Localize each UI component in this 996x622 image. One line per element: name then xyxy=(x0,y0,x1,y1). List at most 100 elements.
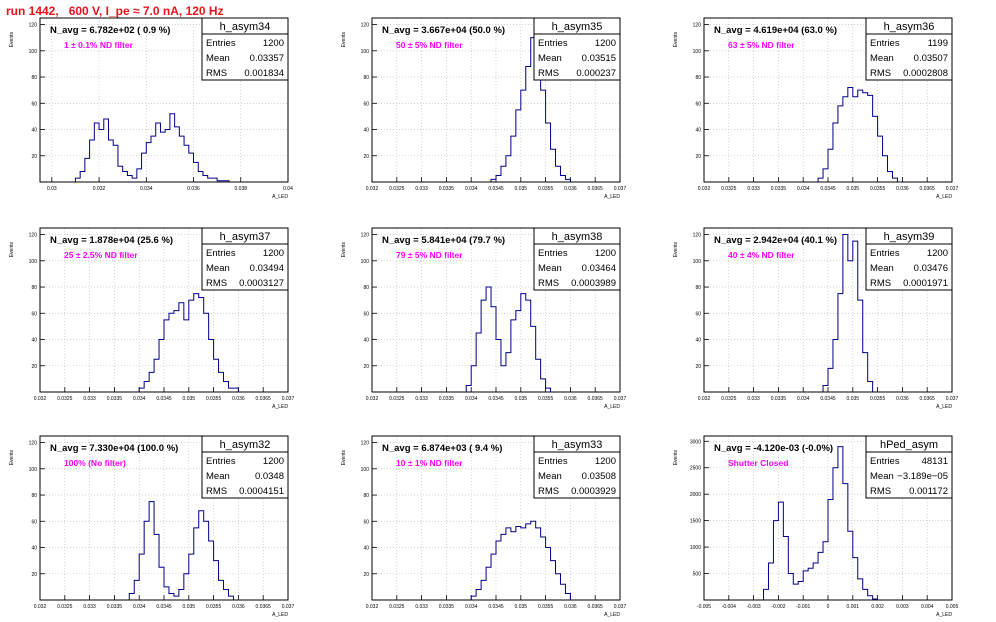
histogram-bin xyxy=(868,95,873,182)
histogram-bin xyxy=(137,169,142,182)
stats-label: Mean xyxy=(870,53,894,64)
x-tick-label: 0.034 xyxy=(797,186,810,192)
histogram-bin xyxy=(481,580,486,600)
y-tick-label: 100 xyxy=(693,259,702,265)
histogram-bin xyxy=(160,132,165,182)
plot-frame xyxy=(39,17,289,183)
y-tick-label: 20 xyxy=(363,364,369,370)
histogram-bin xyxy=(189,300,194,392)
x-tick-label: 0.033 xyxy=(83,396,96,402)
stats-value: 1200 xyxy=(595,456,616,467)
histogram-title: N_avg = -4.120e-03 (-0.0%) xyxy=(714,443,833,454)
histogram-bin xyxy=(169,593,174,600)
histogram-bin xyxy=(521,90,526,182)
histogram-bin xyxy=(199,511,204,600)
x-tick-label: 0.032 xyxy=(366,186,379,192)
histogram-bin xyxy=(793,584,798,600)
histogram-bin xyxy=(511,320,516,392)
histogram-bin xyxy=(476,590,481,600)
y-tick-label: 20 xyxy=(695,154,701,160)
x-tick-label: 0.032 xyxy=(93,186,106,192)
histogram-bin xyxy=(526,67,531,182)
histogram-bin xyxy=(848,88,853,182)
histogram-bin xyxy=(546,388,551,392)
y-tick-label: 20 xyxy=(363,154,369,160)
x-tick-label: 0.037 xyxy=(282,604,295,610)
histogram-bin xyxy=(134,580,139,600)
stats-label: RMS xyxy=(206,486,227,497)
x-tick-label: 0.037 xyxy=(946,396,959,402)
histogram-bin xyxy=(858,90,863,182)
plot-frame xyxy=(703,435,953,601)
histogram-bin xyxy=(151,136,156,182)
histogram-name: h_asym39 xyxy=(884,231,935,243)
y-tick-label: 80 xyxy=(363,75,369,81)
histogram-bin xyxy=(80,172,85,182)
x-tick-label: 0.0355 xyxy=(538,186,554,192)
stats-value: 1200 xyxy=(927,248,948,259)
histogram-bin xyxy=(521,294,526,392)
y-tick-label: 40 xyxy=(31,128,37,134)
stats-value: −3.189e−05 xyxy=(897,471,948,482)
x-tick-label: 0.0335 xyxy=(107,604,123,610)
histogram-panel-h_asym37: 20 40 60 80 100 120 0.032 0.0325 0.033 0.0335 0.03… xyxy=(9,227,294,410)
x-tick-label: 0.034 xyxy=(133,604,146,610)
histogram-bin xyxy=(833,468,838,600)
histogram-title: N_avg = 3.667e+04 (50.0 %) xyxy=(382,25,505,36)
x-tick-label: 0.0325 xyxy=(389,186,405,192)
y-tick-label: 120 xyxy=(29,441,38,447)
x-axis-label: A_LED xyxy=(604,194,620,200)
y-tick-label: 80 xyxy=(695,285,701,291)
stats-value: 1200 xyxy=(263,248,284,259)
y-tick-label: 60 xyxy=(695,311,701,317)
stats-value: 1200 xyxy=(263,456,284,467)
x-tick-label: 0.0335 xyxy=(439,396,455,402)
x-tick-label: 0.002 xyxy=(871,604,884,610)
histogram-bin xyxy=(184,145,189,182)
histogram-bin xyxy=(118,166,123,182)
stats-label: RMS xyxy=(206,68,227,79)
y-tick-label: 80 xyxy=(31,75,37,81)
x-tick-label: -0.003 xyxy=(747,604,761,610)
x-tick-label: 0.033 xyxy=(747,396,760,402)
x-tick-label: 0.001 xyxy=(847,604,860,610)
x-tick-label: 0.036 xyxy=(232,604,245,610)
histogram-bin xyxy=(113,145,118,182)
x-tick-label: 0.0325 xyxy=(57,396,73,402)
histogram-bin xyxy=(560,584,565,600)
y-tick-label: 60 xyxy=(695,101,701,107)
plot-frame xyxy=(39,227,289,393)
histogram-bin xyxy=(823,542,828,600)
x-tick-label: 0.032 xyxy=(698,186,711,192)
x-tick-label: 0.0335 xyxy=(439,186,455,192)
stats-label: RMS xyxy=(538,486,559,497)
histogram-bin xyxy=(565,593,570,600)
histogram-bin xyxy=(175,127,180,182)
histogram-bin xyxy=(174,311,179,392)
histogram-bin xyxy=(838,447,843,600)
histogram-bin xyxy=(838,294,843,392)
x-tick-label: 0.036 xyxy=(187,186,200,192)
filter-annotation: 50 ± 5% ND filter xyxy=(396,40,463,50)
histogram-bin xyxy=(536,359,541,392)
stats-label: Mean xyxy=(206,471,230,482)
histogram-bin xyxy=(204,313,209,392)
histogram-panel-hPed_asym: 500 1000 1500 2000 2500 3000 -0.005 -0.004 -0.00… xyxy=(673,435,958,618)
x-tick-label: 0.032 xyxy=(34,396,47,402)
histogram-bin xyxy=(526,524,531,600)
stats-value: 0.0003127 xyxy=(239,278,284,289)
histogram-bin xyxy=(219,580,224,600)
histogram-bin xyxy=(516,110,521,182)
y-tick-label: 40 xyxy=(31,546,37,552)
y-tick-label: 120 xyxy=(693,23,702,29)
x-tick-label: 0.0355 xyxy=(870,396,886,402)
histogram-bin xyxy=(848,531,853,600)
histogram-bin xyxy=(883,156,888,182)
x-tick-label: 0.037 xyxy=(614,604,627,610)
x-tick-label: 0.035 xyxy=(183,396,196,402)
histogram-bin xyxy=(560,175,565,182)
histogram-line xyxy=(486,37,571,183)
plot-frame xyxy=(703,17,953,183)
histogram-bin xyxy=(773,521,778,600)
histogram-bin xyxy=(798,581,803,600)
